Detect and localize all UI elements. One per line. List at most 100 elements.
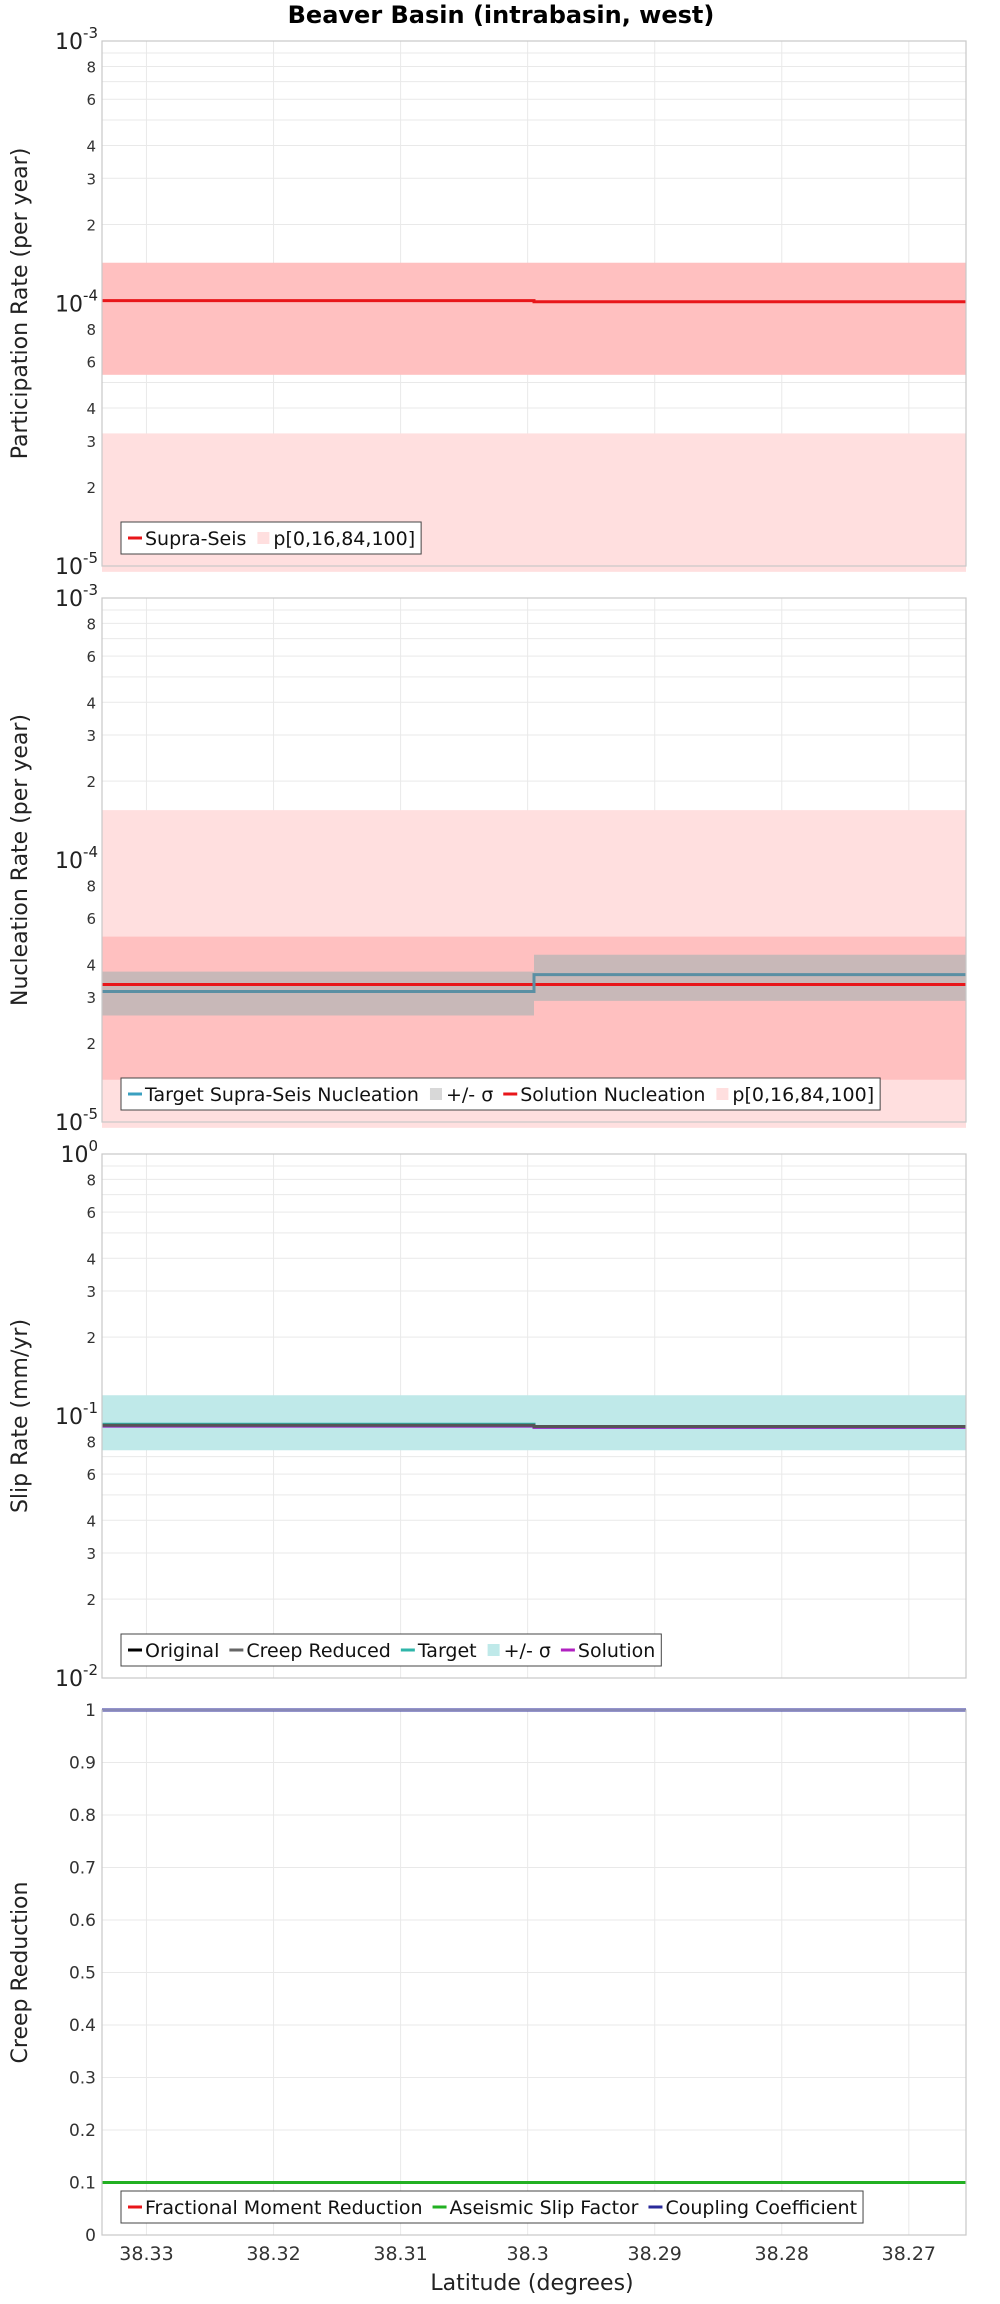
y-tick-label: 8 (86, 1171, 96, 1189)
x-tick-label: 38.33 (119, 2243, 173, 2265)
y-tick-label: 0.8 (69, 1806, 96, 1826)
legend: Target Supra-Seis Nucleation +/- σ Solutio… (120, 1077, 881, 1111)
legend-label: Target Supra-Seis Nucleation (144, 1084, 419, 1106)
y-tick-label: 10-5 (55, 1105, 98, 1136)
y-tick-label: 0.9 (69, 1754, 96, 1774)
legend: Supra-Seis p[0,16,84,100] (120, 521, 422, 555)
y-tick-label: 6 (86, 910, 96, 928)
x-tick-label: 38.28 (755, 2243, 809, 2265)
legend-label: +/- σ (504, 1640, 551, 1662)
y-tick-label: 6 (86, 354, 96, 372)
y-tick-label: 10-3 (55, 24, 98, 55)
legend-label: p[0,16,84,100] (273, 528, 415, 550)
legend-swatch (429, 1088, 442, 1100)
y-tick-label: 8 (86, 1433, 96, 1451)
y-tick-label: 3 (86, 433, 96, 451)
x-tick-label: 38.3 (506, 2243, 548, 2265)
y-tick-label: 0.4 (69, 2016, 96, 2036)
y-tick-label: 0 (85, 2226, 96, 2246)
y-tick-label: 10-2 (55, 1661, 98, 1692)
y-tick-label: 10-5 (55, 549, 98, 580)
band-- (534, 954, 966, 1001)
legend-label: Coupling Coefficient (665, 2197, 857, 2219)
legend-label: Creep Reduced (246, 1640, 390, 1662)
x-axis-ticks: 38.33 38.32 38.31 38.3 38.29 38.28 38.27 (119, 2243, 936, 2265)
y-tick-label: 0.6 (69, 1911, 96, 1931)
y-tick-label: 100 (60, 1137, 98, 1168)
band-- (102, 971, 534, 1016)
legend-label: Fractional Moment Reduction (145, 2197, 423, 2219)
y-tick-label: 6 (86, 1204, 96, 1222)
y-tick-label: 3 (86, 1545, 96, 1563)
y-tick-label: 4 (86, 694, 96, 712)
y-tick-label: 6 (86, 91, 96, 109)
legend-swatch (487, 1644, 500, 1656)
legend-box (120, 2190, 864, 2224)
y-tick-label: 1 (85, 1701, 96, 1721)
band-p-16-84- (102, 262, 534, 375)
y-axis-label: Slip Rate (mm/yr) (8, 1319, 33, 1513)
y-tick-label: 6 (86, 1466, 96, 1484)
y-tick-label: 2 (86, 216, 96, 234)
panel-creep: 0 0.1 0.2 0.3 0.4 0.5 0.6 0.7 0.8 0.9 1 Creep Reduc… (8, 1701, 967, 2246)
y-tick-label: 10-3 (55, 581, 98, 612)
legend: Fractional Moment Reduction Aseismic Slip… (120, 2190, 864, 2224)
legend-box (120, 521, 422, 555)
series-line-target-supra-seis-nucleation (102, 973, 966, 993)
y-axis-label: Creep Reduction (8, 1882, 33, 2064)
panel-participation: 10-5 2 3 4 6 8 10-4 2 3 4 6 8 10-3 Participation Rate… (8, 24, 967, 580)
legend-swatch (257, 532, 270, 544)
legend-label: p[0,16,84,100] (732, 1084, 874, 1106)
y-tick-label: 8 (86, 321, 96, 339)
y-tick-label: 0.7 (69, 1859, 96, 1879)
y-tick-label: 4 (86, 1512, 96, 1530)
legend: Original Creep Reduced Target +/- σ Solution (120, 1633, 662, 1667)
y-tick-label: 4 (86, 956, 96, 974)
legend-box (120, 1077, 881, 1111)
legend-label: Aseismic Slip Factor (450, 2197, 639, 2219)
x-tick-label: 38.29 (628, 2243, 682, 2265)
band-p-0-100- (534, 433, 966, 572)
series-line-supra-seis (102, 299, 966, 304)
y-tick-label: 0.5 (69, 1964, 96, 1984)
y-tick-label: 0.2 (69, 2121, 96, 2141)
y-tick-label: 8 (86, 877, 96, 895)
y-axis-label: Participation Rate (per year) (8, 148, 33, 460)
plot-frame (101, 40, 967, 567)
plot-frame (101, 1153, 967, 1679)
y-tick-label: 4 (86, 1250, 96, 1268)
legend-swatch (716, 1088, 729, 1100)
y-tick-label: 4 (86, 400, 96, 418)
legend-label: Solution (578, 1640, 655, 1662)
y-tick-label: 10-4 (55, 287, 98, 318)
legend-label: Solution Nucleation (520, 1084, 705, 1106)
panel-slip: 10-2 2 3 4 6 8 10-1 2 3 4 6 8 100 Slip Rate (mm/yr) Or… (8, 1137, 967, 1692)
chart-title: Beaver Basin (intrabasin, west) (288, 1, 715, 29)
x-axis-label: Latitude (degrees) (430, 2271, 633, 2296)
plot-frame (101, 1709, 967, 2236)
y-tick-label: 10-1 (55, 1399, 98, 1430)
y-tick-label: 2 (86, 1035, 96, 1053)
y-tick-label: 8 (86, 615, 96, 633)
legend-label: Original (145, 1640, 219, 1662)
y-tick-label: 2 (86, 1591, 96, 1609)
y-tick-label: 6 (86, 648, 96, 666)
y-axis-label: Nucleation Rate (per year) (8, 714, 33, 1006)
y-tick-label: 4 (86, 137, 96, 155)
x-tick-label: 38.27 (882, 2243, 936, 2265)
band-- (534, 1395, 966, 1451)
y-tick-label: 3 (86, 170, 96, 188)
legend-label: Target (417, 1640, 477, 1662)
panel-nucleation: 10-5 2 3 4 6 8 10-4 2 3 4 6 8 10-3 Nucleation Rate (p… (8, 581, 967, 1136)
y-tick-label: 3 (86, 1283, 96, 1301)
y-tick-label: 2 (86, 773, 96, 791)
y-tick-label: 10-4 (55, 843, 98, 874)
series-line-creep-reduced (102, 1423, 966, 1428)
y-tick-label: 8 (86, 58, 96, 76)
y-tick-label: 2 (86, 479, 96, 497)
y-tick-label: 2 (86, 1329, 96, 1347)
legend-label: +/- σ (446, 1084, 493, 1106)
band-p-16-84- (534, 262, 966, 375)
